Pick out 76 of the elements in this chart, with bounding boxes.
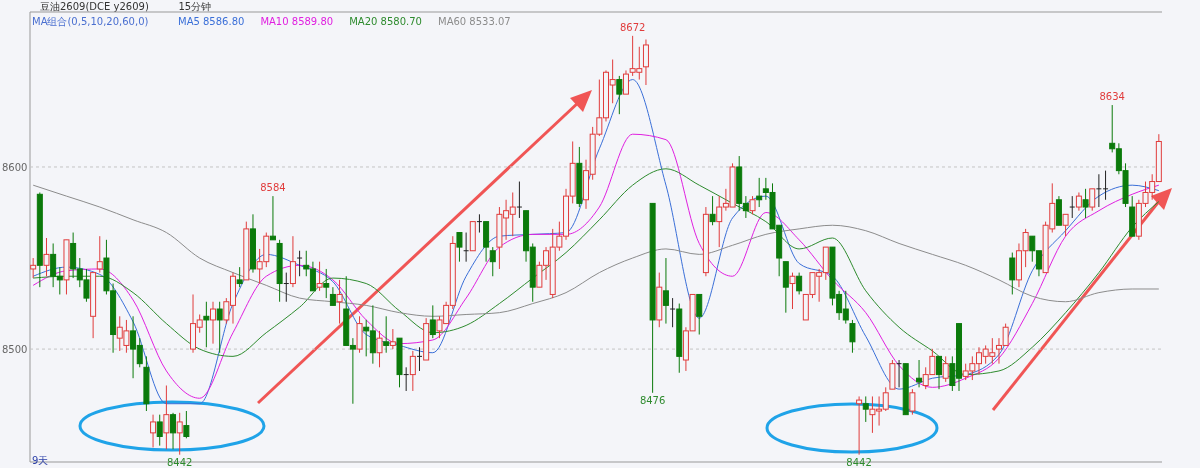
candlestick — [416, 346, 423, 372]
candlestick — [1082, 188, 1089, 219]
candlestick — [383, 315, 390, 354]
annotation: 8584 — [260, 182, 286, 194]
candlestick — [489, 246, 496, 277]
candlestick — [616, 75, 623, 115]
candlestick — [942, 355, 949, 383]
candlestick — [476, 213, 483, 234]
line-series — [32, 184, 1160, 317]
annotation: 9天 — [32, 455, 49, 466]
candlestick — [642, 39, 649, 86]
text: MA60 8533.07 — [438, 16, 511, 27]
chart-title: 豆油2609(DCE y2609) — [40, 1, 149, 12]
candlestick — [163, 385, 170, 450]
candlestick — [389, 328, 396, 350]
candlestick — [1089, 188, 1096, 212]
candlestick — [749, 195, 756, 215]
candlestick — [429, 304, 436, 339]
candlestick — [236, 266, 243, 288]
candlestick — [170, 412, 177, 450]
candlestick — [909, 388, 916, 416]
candlestick — [150, 414, 157, 448]
candlestick — [896, 359, 903, 388]
y-tick-label: 8600 — [2, 161, 28, 173]
candlestick — [289, 235, 296, 288]
text: MA20 8580.70 — [349, 16, 422, 27]
candlestick — [1102, 170, 1109, 201]
candlestick — [1062, 213, 1069, 237]
annotation: 8442 — [846, 456, 872, 468]
candlestick — [916, 359, 923, 388]
candlestick — [329, 286, 336, 306]
candlestick — [1075, 191, 1082, 212]
candlestick — [1095, 173, 1102, 208]
text: MA5 8586.80 — [178, 16, 245, 27]
y-tick-label: 8500 — [2, 344, 28, 356]
candlestick — [323, 268, 330, 299]
candlestick — [403, 366, 410, 392]
candlestick — [1009, 252, 1016, 295]
candlestick — [662, 257, 669, 325]
candlestick — [796, 272, 803, 295]
candlestick — [283, 272, 290, 303]
candlestick — [296, 250, 303, 277]
candlestick — [1069, 195, 1076, 219]
candlestick — [216, 301, 223, 354]
candlestick — [849, 319, 856, 354]
candlestick — [156, 414, 163, 447]
candlestick — [203, 301, 210, 348]
candlestick — [409, 350, 416, 392]
annotation: 8442 — [166, 456, 193, 468]
candlestick — [463, 232, 470, 263]
candlestick — [856, 395, 863, 456]
candlestick — [669, 297, 676, 328]
candlestick — [516, 181, 523, 219]
candlestick — [622, 69, 629, 95]
candlestick — [316, 261, 323, 292]
candlestick — [456, 232, 463, 263]
annotation: 8672 — [619, 21, 646, 33]
annotation: 8476 — [639, 394, 666, 406]
candlestick — [43, 237, 50, 277]
candlestick — [183, 410, 190, 439]
candlestick — [336, 279, 343, 325]
candlestick — [789, 272, 796, 310]
candlestick — [936, 355, 943, 390]
candlestick — [709, 195, 716, 226]
candlestick — [376, 330, 383, 368]
candlestick — [96, 235, 103, 274]
candlestick — [696, 293, 703, 336]
candlestick — [30, 257, 37, 279]
text: MA10 8589.80 — [260, 16, 334, 27]
candlestick — [176, 412, 183, 456]
legend-title: MA组合(0,5,10,20,60,0) — [32, 16, 149, 27]
annotation: 8634 — [1099, 91, 1125, 103]
chart-subtitle: 15分钟 — [178, 1, 212, 12]
candlestick — [756, 177, 763, 208]
candlestick — [862, 395, 869, 423]
candlestick — [210, 301, 216, 345]
